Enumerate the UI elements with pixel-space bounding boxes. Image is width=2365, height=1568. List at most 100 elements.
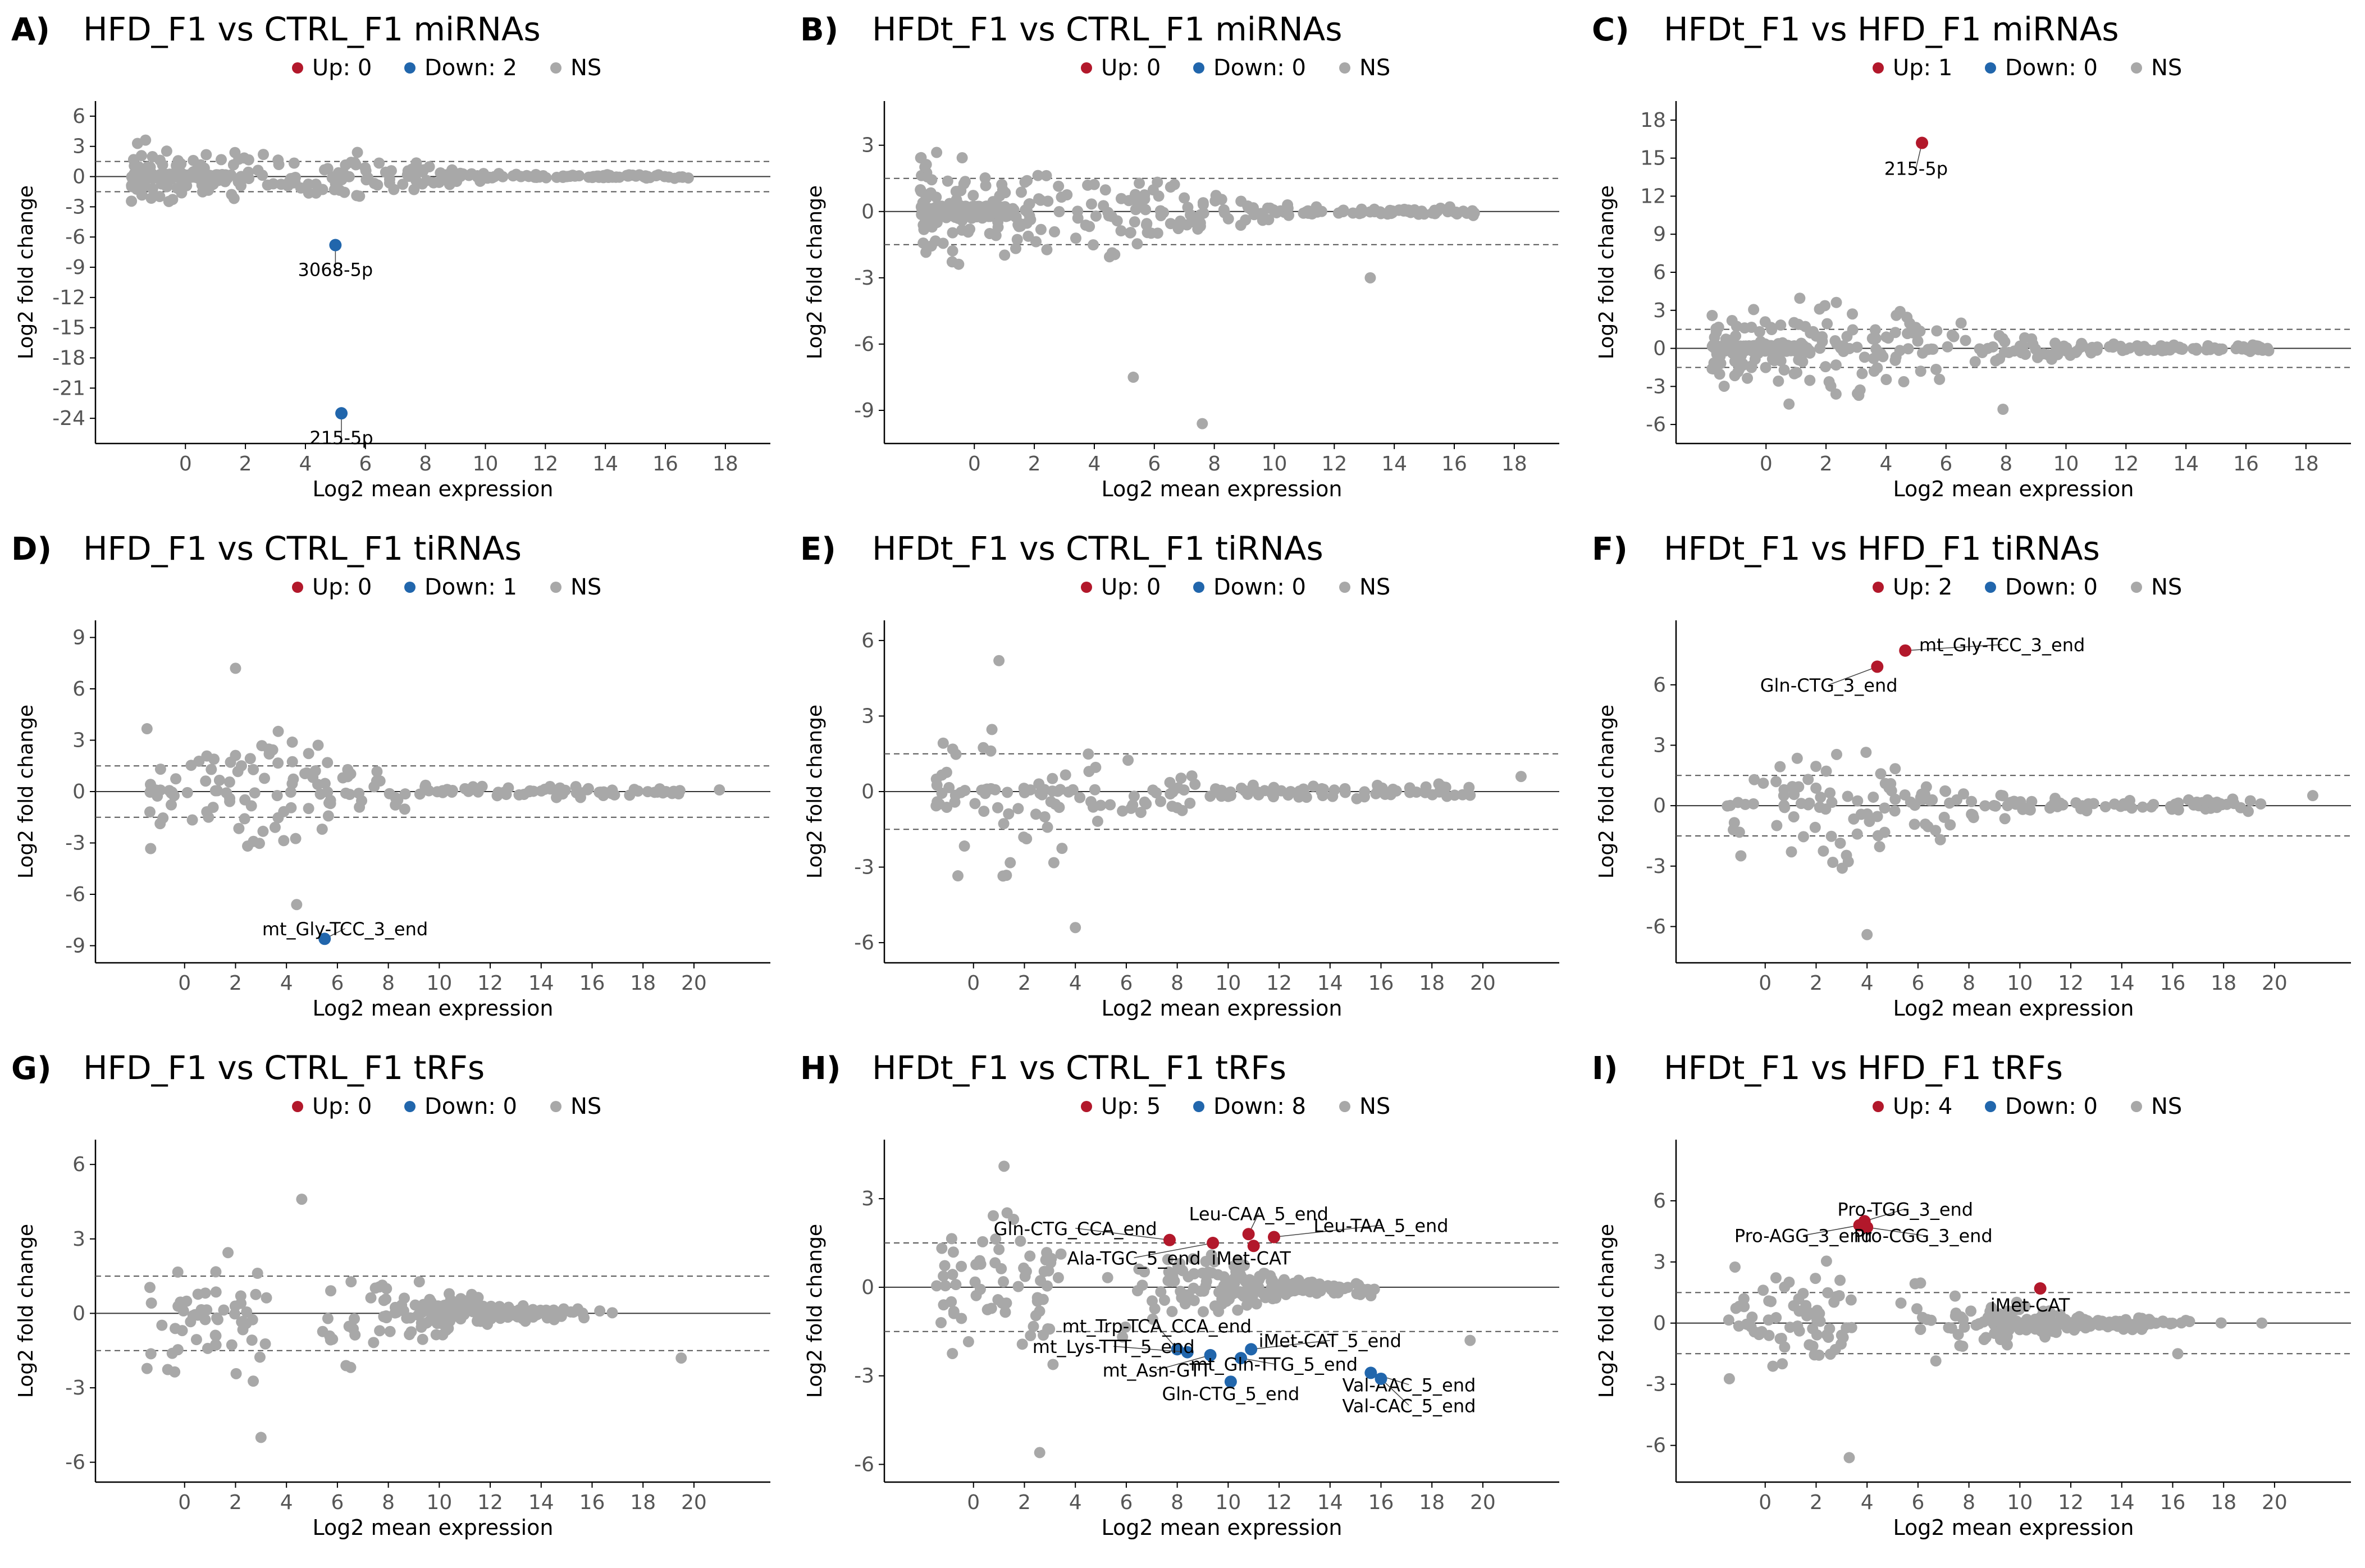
x-tick-label: 16: [2233, 452, 2259, 476]
ns-point: [288, 157, 300, 169]
ns-point: [1092, 815, 1103, 827]
y-tick-label: 18: [1640, 109, 1666, 132]
ns-point: [1012, 1281, 1024, 1292]
ns-point: [145, 192, 157, 204]
x-tick-label: 8: [382, 972, 395, 995]
ns-point: [1970, 1319, 1982, 1331]
ns-point: [1085, 796, 1097, 807]
y-tick-label: 3: [861, 134, 874, 157]
ns-point: [1766, 324, 1778, 336]
ns-point: [1889, 354, 1901, 366]
ns-point: [983, 208, 994, 220]
y-tick-label: -18: [52, 347, 85, 370]
ns-point: [926, 174, 938, 186]
label-leader-line: [1113, 1346, 1188, 1353]
ns-point: [192, 170, 204, 182]
legend-marker-ns: [2131, 582, 2142, 593]
y-axis-label: Log2 fold change: [803, 1224, 827, 1398]
ns-point: [467, 1306, 479, 1318]
x-tick-label: 2: [1028, 452, 1041, 476]
ns-point: [239, 813, 250, 825]
ns-point: [1797, 831, 1809, 843]
ns-point: [2117, 345, 2129, 356]
panel-letter: D): [11, 531, 52, 568]
panel-h: H) HFDt_F1 vs CTRL_F1 tRFs Up: 5 Down: 8 NS 0…: [800, 1049, 1559, 1540]
x-tick-label: 0: [1759, 1491, 1772, 1514]
ns-point: [1942, 341, 1953, 353]
ns-point: [1869, 324, 1881, 336]
ns-point: [1198, 1285, 1209, 1297]
ns-point: [229, 147, 241, 158]
up-point: [2034, 1282, 2047, 1295]
point-label: mt_Gly-TCC_3_end: [1919, 634, 2085, 656]
x-tick-label: 12: [1266, 1491, 1292, 1514]
ns-point: [1807, 1323, 1819, 1334]
ns-point: [1020, 1265, 1032, 1277]
label-leader-line: [1867, 1227, 1924, 1236]
ns-point: [2035, 1311, 2047, 1323]
ns-point: [1008, 1213, 1020, 1225]
ns-point: [437, 1308, 449, 1320]
ns-point: [171, 182, 183, 194]
up-point: [1916, 136, 1929, 149]
ns-point: [1843, 1452, 1855, 1464]
ns-point: [649, 787, 660, 798]
ns-point: [1824, 787, 1836, 799]
ns-point: [1820, 765, 1832, 777]
ns-point: [409, 1299, 421, 1311]
legend-marker-down: [404, 62, 416, 74]
ns-point: [1393, 204, 1405, 216]
ns-point: [2238, 341, 2249, 353]
ns-point: [1979, 800, 1991, 812]
point-label: iMet-CAT: [1990, 1295, 2070, 1316]
ns-point: [1948, 331, 1960, 342]
ns-point: [1958, 1321, 1970, 1333]
ns-point: [2030, 343, 2042, 355]
ns-point: [1045, 796, 1057, 808]
down-point: [1375, 1372, 1387, 1385]
ns-point: [206, 764, 217, 775]
ns-point: [958, 840, 970, 852]
ns-point: [621, 170, 633, 181]
ns-point: [930, 773, 942, 785]
ns-point: [417, 1333, 428, 1345]
ns-point: [997, 870, 1009, 882]
ns-point: [1815, 792, 1827, 803]
ns-point: [969, 798, 981, 810]
point-label: Ala-TGC_5_end: [1067, 1247, 1200, 1269]
ns-point: [1782, 345, 1793, 356]
ns-point: [1063, 786, 1075, 798]
ns-point: [1359, 786, 1371, 798]
point-label: mt_Gly-TCC_3_end: [262, 918, 428, 940]
ns-point: [2254, 341, 2266, 353]
ns-point: [1103, 251, 1115, 263]
ns-point: [263, 748, 275, 760]
ns-point: [1316, 1281, 1328, 1293]
ns-point: [154, 818, 166, 830]
ns-point: [259, 772, 271, 784]
ns-point: [408, 184, 420, 195]
ns-point: [1015, 1235, 1026, 1247]
x-tick-label: 14: [1317, 972, 1343, 995]
ns-point: [1889, 793, 1901, 805]
ns-point: [143, 168, 155, 180]
down-point: [1181, 1346, 1194, 1359]
ns-point: [144, 806, 156, 818]
ns-point: [1197, 418, 1208, 429]
ns-point: [1147, 784, 1159, 796]
ns-point: [1804, 797, 1815, 809]
ns-point: [141, 1363, 153, 1374]
ns-point: [1139, 1266, 1150, 1278]
x-tick-label: 0: [1760, 452, 1773, 476]
ns-point: [1298, 207, 1309, 219]
x-tick-label: 16: [1368, 972, 1394, 995]
label-leader-line: [1864, 1208, 1906, 1222]
ns-point: [1252, 786, 1263, 798]
ns-point: [2206, 797, 2218, 809]
legend: Up: 5 Down: 8 NS: [1081, 1094, 1390, 1119]
legend-label-up: Up: 1: [1893, 55, 1952, 81]
label-leader-line: [1380, 1378, 1409, 1406]
ns-point: [491, 790, 503, 802]
ns-point: [1912, 335, 1924, 347]
ns-point: [141, 723, 153, 735]
